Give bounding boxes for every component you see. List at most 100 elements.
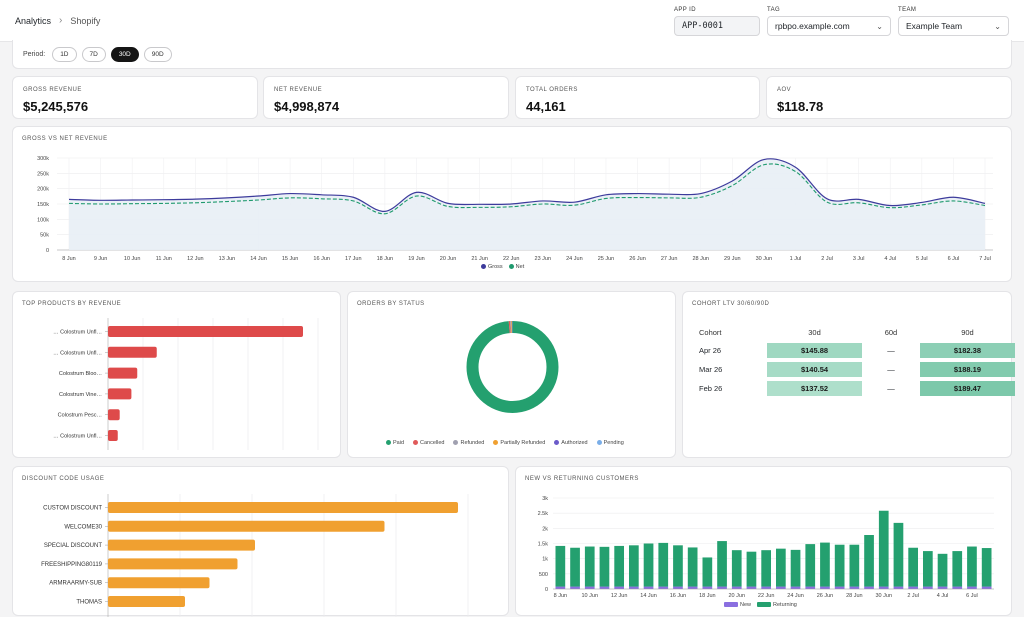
x-tick-label: 14 Jun xyxy=(640,593,657,599)
legend-item[interactable]: Authorized xyxy=(554,440,588,446)
x-tick-label: 16 Jun xyxy=(670,593,687,599)
x-tick-label: 18 Jun xyxy=(377,256,394,262)
bar-new xyxy=(937,586,948,589)
bar-new xyxy=(922,586,933,589)
cohort-month: Feb 26 xyxy=(699,384,723,393)
bar-returning xyxy=(893,522,904,587)
bar xyxy=(108,326,303,337)
breadcrumb-root[interactable]: Analytics xyxy=(15,15,52,26)
team-label: TEAM xyxy=(898,7,917,13)
legend-item-net[interactable]: Net xyxy=(508,264,524,270)
column-header: 90d xyxy=(961,328,974,337)
gross-area xyxy=(69,158,985,250)
bar xyxy=(108,502,458,513)
bar-returning xyxy=(864,535,874,587)
x-tick-label: 24 Jun xyxy=(566,256,583,262)
x-tick-label: 22 Jun xyxy=(503,256,520,262)
ltv-60d-cell: — xyxy=(887,365,895,374)
kpi-gross-revenue: GROSS REVENUE $5,245,576 xyxy=(12,76,258,119)
bar-returning xyxy=(731,550,742,587)
team-select[interactable]: Example Team ⌄ xyxy=(898,16,1009,36)
legend-label: Refunded xyxy=(460,440,485,446)
category-label: Colostrum Pesc… xyxy=(58,413,102,419)
legend-item-returning[interactable]: Returning xyxy=(757,602,797,608)
ltv-30d-cell: $137.52 xyxy=(767,381,863,396)
tag-select[interactable]: rpbpo.example.com ⌄ xyxy=(767,16,891,36)
revenue-line-chart: 0 50k 100k 150k 200k 250k 300k 8 Jun 9 Jun 10 Jun… xyxy=(37,156,993,262)
bar-returning xyxy=(570,547,580,587)
legend-item-gross[interactable]: Gross xyxy=(481,264,503,270)
bar xyxy=(108,577,210,589)
bar-returning xyxy=(937,553,948,587)
y-tick-label: 1.5k xyxy=(538,542,549,548)
bar-new xyxy=(967,586,977,589)
bar xyxy=(108,558,238,570)
cohort-header-row: Cohort 30d 60d 90d xyxy=(697,326,1015,339)
chart-title: ORDERS BY STATUS xyxy=(357,301,425,307)
kpi-value: 44,161 xyxy=(526,99,566,114)
bar-new xyxy=(702,586,713,589)
x-tick-label: 17 Jun xyxy=(345,256,362,262)
bar-returning xyxy=(922,551,933,587)
donut-slice xyxy=(466,321,559,413)
ltv-60d-cell: — xyxy=(887,384,895,393)
bar-new xyxy=(731,586,742,589)
period-selector: Period: 1D 7D 30D 90D xyxy=(12,40,1012,69)
x-tick-label: 19 Jun xyxy=(408,256,425,262)
period-1d-button[interactable]: 1D xyxy=(52,46,77,62)
bar-new xyxy=(952,586,963,589)
donut-slice xyxy=(466,321,559,413)
kpi-aov: AOV $118.78 xyxy=(766,76,1012,119)
bar-new xyxy=(775,586,786,589)
bar-new xyxy=(820,586,830,589)
legend-item[interactable]: Partially Refunded xyxy=(493,440,545,446)
x-tick-label: 29 Jun xyxy=(724,256,741,262)
app-id-label: APP ID xyxy=(674,7,696,13)
legend-label: Returning xyxy=(773,602,797,608)
bar-new xyxy=(834,586,845,589)
x-tick-label: 15 Jun xyxy=(282,256,299,262)
legend-item-new[interactable]: New xyxy=(724,602,751,608)
tag-label: TAG xyxy=(767,7,781,13)
legend-item[interactable]: Cancelled xyxy=(413,440,444,446)
legend-label: Partially Refunded xyxy=(500,440,546,446)
period-90d-button[interactable]: 90D xyxy=(143,46,172,62)
bar-returning xyxy=(790,549,801,587)
legend-label: New xyxy=(740,602,752,608)
bar-returning xyxy=(555,545,566,587)
legend-item[interactable]: Paid xyxy=(386,440,404,446)
period-7d-button[interactable]: 7D xyxy=(81,46,106,62)
category-label: SPECIAL DISCOUNT xyxy=(44,543,102,549)
discount-usage-card: DISCOUNT CODE USAGE CUSTOM DISCOUNT WELCO… xyxy=(12,466,509,617)
x-tick-label: 12 Jun xyxy=(611,593,628,599)
x-tick-label: 10 Jun xyxy=(124,256,141,262)
y-tick-label: 250k xyxy=(37,171,49,177)
legend-item[interactable]: Pending xyxy=(596,440,624,446)
bar-returning xyxy=(614,545,625,587)
bar-returning xyxy=(761,550,772,587)
bar-returning xyxy=(849,544,860,587)
bar-returning xyxy=(628,545,639,587)
orders-donut-chart xyxy=(466,321,559,413)
legend-dot-icon xyxy=(554,440,560,446)
kpi-total-orders: TOTAL ORDERS 44,161 xyxy=(515,76,760,119)
bar-new xyxy=(908,586,919,589)
bar-new xyxy=(599,586,610,589)
y-tick-label: 3k xyxy=(542,496,548,502)
period-30d-button[interactable]: 30D xyxy=(110,46,139,62)
x-tick-label: 28 Jun xyxy=(846,593,863,599)
category-label: Colostrum Vine… xyxy=(59,392,102,398)
legend-item[interactable]: Refunded xyxy=(453,440,484,446)
ltv-90d-cell: $188.19 xyxy=(919,362,1015,377)
revenue-chart-card: GROSS VS NET REVENUE 0 50k 100k 150k 200k 250… xyxy=(12,126,1012,282)
chart-title: GROSS VS NET REVENUE xyxy=(22,136,108,142)
new-returning-card: NEW VS RETURNING CUSTOMERS 0 500 1k 1.5k 2k 2… xyxy=(515,466,1012,616)
bar xyxy=(108,367,138,379)
team-value: Example Team xyxy=(906,21,963,31)
x-tick-label: 4 Jul xyxy=(884,256,896,262)
gross-dot-icon xyxy=(481,264,486,270)
x-tick-label: 3 Jul xyxy=(853,256,865,262)
category-label: WELCOME30 xyxy=(64,524,102,530)
app-id-input[interactable]: APP-0001 xyxy=(674,16,760,36)
x-tick-label: 12 Jun xyxy=(187,256,204,262)
